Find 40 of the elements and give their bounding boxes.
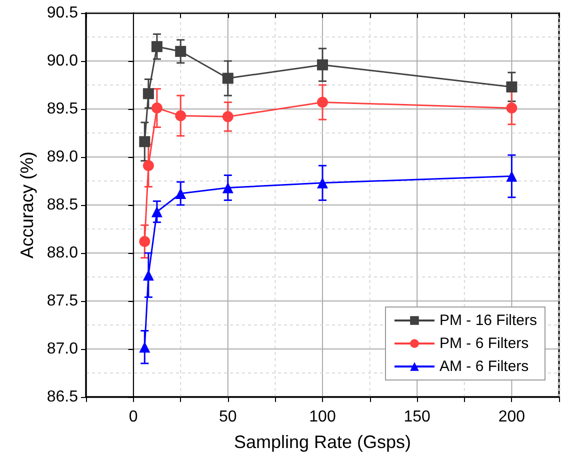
point <box>151 206 162 218</box>
point <box>151 41 162 52</box>
point <box>506 170 518 182</box>
point <box>175 188 186 199</box>
point <box>142 88 154 100</box>
y-tick-label: 89.0 <box>46 148 78 166</box>
y-axis-title: Accuracy (%) <box>16 151 37 259</box>
x-tick-label: 50 <box>219 408 237 426</box>
point <box>506 102 518 114</box>
point <box>139 136 150 148</box>
y-tick-label: 90.5 <box>46 4 78 22</box>
point <box>175 46 186 57</box>
point <box>317 59 328 70</box>
legend-label: AM - 6 Filters <box>439 358 529 375</box>
y-tick-label: 89.5 <box>46 100 78 118</box>
point <box>317 177 328 188</box>
y-tick-label: 88.0 <box>46 244 78 262</box>
point <box>139 236 150 247</box>
y-tick-label: 86.5 <box>46 388 78 406</box>
y-tick-label: 87.5 <box>46 292 78 310</box>
point <box>317 96 328 108</box>
point <box>506 81 518 92</box>
y-tick-label: 87.0 <box>46 340 78 358</box>
point <box>139 342 150 353</box>
point <box>222 111 234 122</box>
x-tick-label: 100 <box>309 408 336 426</box>
x-tick-label: 0 <box>128 408 138 426</box>
legend-label: PM - 6 Filters <box>439 335 529 352</box>
point <box>222 182 234 194</box>
x-axis-title: Sampling Rate (Gsps) <box>234 432 412 452</box>
legend-label: PM - 16 Filters <box>439 312 537 329</box>
x-tick-label: 200 <box>498 408 526 426</box>
y-tick-label: 90.0 <box>46 52 78 70</box>
x-tick-label: 150 <box>404 408 431 426</box>
point <box>222 72 234 84</box>
point <box>142 270 154 281</box>
point <box>151 102 162 114</box>
point <box>175 110 186 122</box>
y-tick-label: 88.5 <box>46 196 78 214</box>
point <box>142 160 154 172</box>
